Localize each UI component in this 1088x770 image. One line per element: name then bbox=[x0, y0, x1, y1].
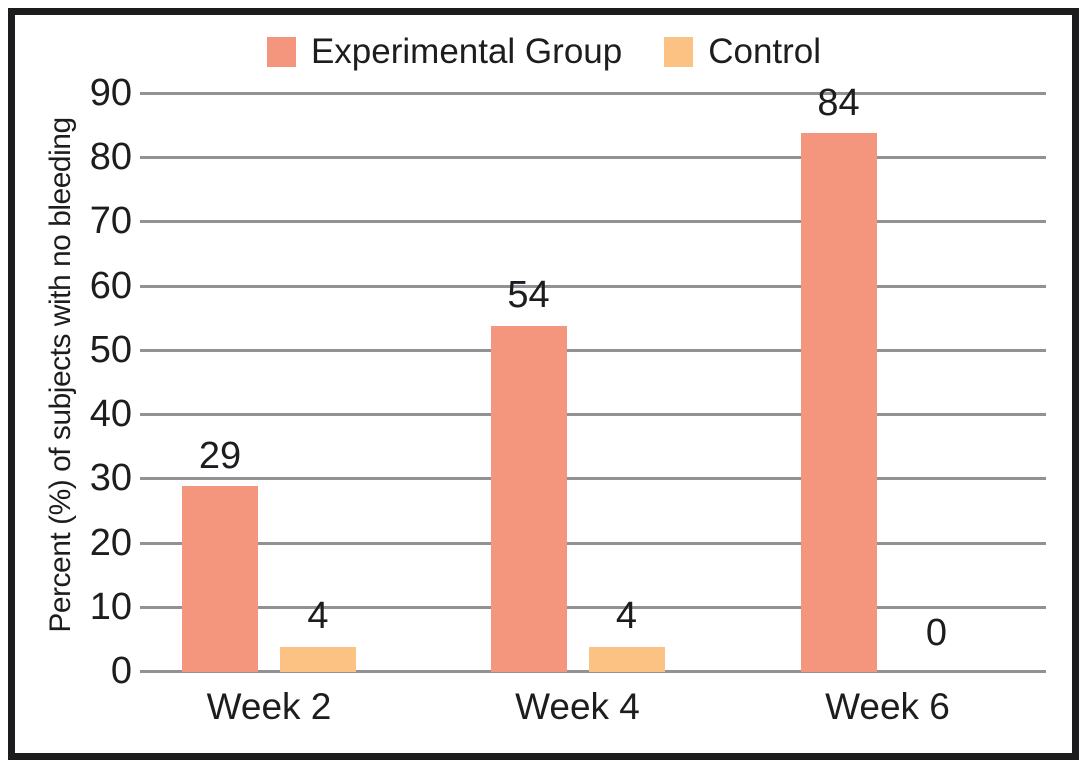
y-tick-label-40: 40 bbox=[89, 393, 132, 436]
y-tick-label-80: 80 bbox=[89, 136, 132, 179]
gridline-y40 bbox=[140, 413, 1046, 417]
y-tick-label-30: 30 bbox=[89, 457, 132, 500]
bar-value-label: 84 bbox=[817, 81, 860, 124]
gridline-y30 bbox=[140, 477, 1046, 481]
legend: Experimental Group Control bbox=[0, 33, 1088, 71]
bar-control-week-2 bbox=[280, 646, 356, 673]
gridline-y10 bbox=[140, 605, 1046, 609]
bar-value-label: 4 bbox=[307, 595, 329, 638]
y-tick-label-60: 60 bbox=[89, 264, 132, 307]
y-tick-label-20: 20 bbox=[89, 521, 132, 564]
bar-value-label: 4 bbox=[615, 595, 638, 638]
y-tick-label-10: 10 bbox=[89, 585, 132, 628]
legend-item-control: Control bbox=[664, 34, 821, 70]
bar-value-label: 54 bbox=[507, 274, 550, 317]
bar-experimental-week-2 bbox=[182, 486, 258, 673]
y-tick-label-50: 50 bbox=[89, 328, 132, 371]
gridline-y90 bbox=[140, 92, 1046, 96]
y-tick-label-70: 70 bbox=[89, 200, 132, 243]
bar-control-week-4 bbox=[588, 646, 665, 673]
legend-swatch-icon bbox=[266, 37, 296, 67]
figure-border bbox=[8, 8, 1079, 760]
x-tick-label-week-2: Week 2 bbox=[206, 686, 332, 727]
bar-experimental-week-6 bbox=[800, 133, 877, 673]
bar-value-label: 0 bbox=[925, 612, 948, 654]
legend-label: Control bbox=[708, 32, 822, 71]
bar-value-label: 29 bbox=[198, 434, 242, 477]
gridline-y70 bbox=[140, 220, 1046, 224]
legend-item-experimental: Experimental Group bbox=[266, 32, 623, 71]
gridline-y20 bbox=[140, 541, 1046, 545]
y-tick-label-0: 0 bbox=[110, 650, 132, 692]
gridline-y60 bbox=[140, 284, 1046, 288]
legend-label: Experimental Group bbox=[310, 32, 623, 71]
y-tick-label-90: 90 bbox=[89, 72, 132, 115]
gridline-y80 bbox=[140, 156, 1046, 160]
bar-experimental-week-4 bbox=[490, 325, 567, 673]
legend-swatch-icon bbox=[664, 37, 694, 67]
x-tick-label-week-6: Week 6 bbox=[825, 686, 950, 727]
x-tick-label-week-4: Week 4 bbox=[515, 686, 640, 727]
gridline-y50 bbox=[140, 348, 1046, 352]
